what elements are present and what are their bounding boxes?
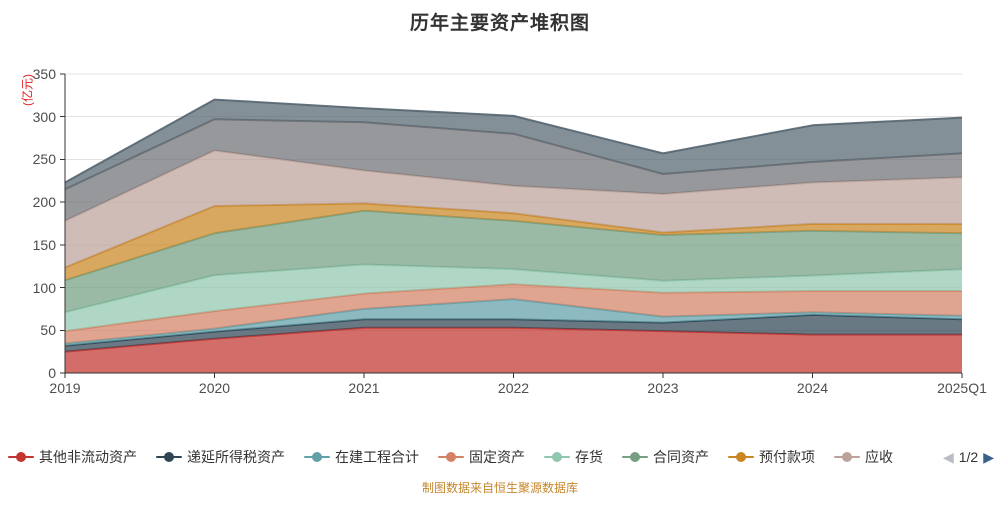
legend-page-indicator: 1/2 [958, 449, 979, 465]
y-axis-tick-label: 200 [32, 194, 56, 211]
x-axis-tick-label: 2023 [647, 380, 679, 396]
legend-item-4[interactable]: 存货 [544, 447, 603, 467]
y-axis-tick-label: 150 [32, 236, 56, 253]
legend-item-0[interactable]: 其他非流动资产 [8, 447, 137, 467]
x-axis-tick-label: 2025Q1 [937, 380, 987, 396]
area-series-5[interactable] [65, 210, 962, 313]
legend-line-dot-icon [544, 451, 570, 463]
x-axis-tick-label: 2022 [497, 380, 530, 396]
area-series-1[interactable] [65, 314, 962, 352]
legend-item-7[interactable]: 应收 [834, 447, 893, 467]
y-axis-tick-label: 50 [40, 322, 56, 339]
area-series-2[interactable] [65, 299, 962, 346]
legend-prev-page-button[interactable]: ◀ [942, 448, 954, 465]
legend-item-label: 固定资产 [469, 449, 525, 465]
x-axis-tick-label: 2024 [796, 380, 829, 396]
legend-line-dot-icon [304, 451, 330, 463]
legend-line-dot-icon [622, 451, 648, 463]
legend-line-dot-icon [8, 451, 34, 463]
legend-item-1[interactable]: 递延所得税资产 [156, 447, 285, 467]
legend-line-dot-icon [834, 451, 860, 463]
legend-item-6[interactable]: 预付款项 [728, 447, 815, 467]
area-series-3[interactable] [65, 284, 962, 344]
legend-pager: ◀ 1/2 ▶ [933, 449, 994, 466]
y-axis-tick-label: 250 [32, 151, 56, 168]
legend-item-label: 应收 [865, 449, 893, 465]
legend-item-2[interactable]: 在建工程合计 [304, 447, 419, 467]
area-series-4[interactable] [65, 264, 962, 332]
chart-title: 历年主要资产堆积图 [409, 13, 590, 34]
area-series-8[interactable] [65, 119, 962, 221]
y-axis-tick-label: 300 [32, 108, 56, 125]
legend-item-5[interactable]: 合同资产 [622, 447, 709, 467]
legend-item-3[interactable]: 固定资产 [438, 447, 525, 467]
legend-item-label: 其他非流动资产 [39, 449, 137, 465]
legend-line-dot-icon [156, 451, 182, 463]
legend-items: 其他非流动资产 递延所得税资产 在建工程合计 固定资产 存货 合同资产 预付款项 应收 [8, 444, 933, 470]
area-series-7[interactable] [65, 150, 962, 268]
legend-item-label: 在建工程合计 [335, 449, 419, 465]
area-series-6[interactable] [65, 203, 962, 281]
area-series-0[interactable] [65, 327, 962, 373]
legend-line-dot-icon [728, 451, 754, 463]
legend-item-label: 递延所得税资产 [187, 449, 285, 465]
line-series-9 [64, 98, 963, 184]
x-axis-tick-label: 2021 [348, 380, 380, 396]
legend-next-page-button[interactable]: ▶ [983, 448, 994, 465]
legend-item-label: 存货 [575, 449, 603, 465]
data-source-note: 制图数据来自恒生聚源数据库 [421, 481, 578, 495]
x-axis-tick-label: 2020 [198, 380, 231, 396]
legend-item-label: 预付款项 [759, 449, 815, 465]
area-series-9[interactable] [65, 99, 962, 190]
legend: 其他非流动资产 递延所得税资产 在建工程合计 固定资产 存货 合同资产 预付款项 应收 ◀ 1… [8, 444, 994, 470]
legend-item-label: 合同资产 [653, 449, 709, 465]
y-axis-tick-label: 0 [48, 365, 56, 381]
y-axis-tick-label: 350 [32, 66, 56, 82]
legend-line-dot-icon [438, 451, 464, 463]
y-axis-tick-label: 100 [32, 279, 56, 296]
x-axis-tick-label: 2019 [49, 380, 81, 396]
